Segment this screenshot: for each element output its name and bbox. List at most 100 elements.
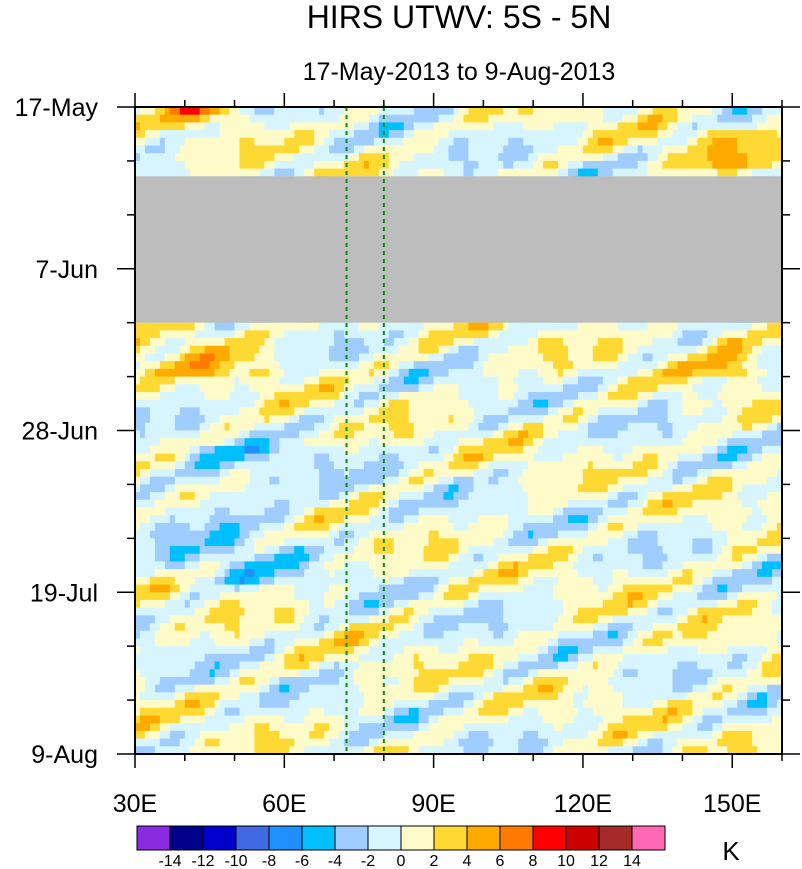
field-cell: [443, 168, 450, 177]
field-cell: [503, 345, 509, 355]
field-cell: [324, 122, 330, 131]
field-cell: [563, 130, 569, 139]
field-cell: [767, 137, 773, 147]
field-cell: [353, 391, 360, 401]
field-cell: [602, 368, 609, 378]
field-cell: [538, 130, 544, 139]
field-cell: [135, 399, 141, 408]
field-cell: [224, 137, 231, 147]
field-cell: [632, 137, 639, 147]
field-cell: [179, 361, 186, 370]
field-cell: [229, 376, 236, 385]
field-cell: [632, 114, 639, 123]
field-cell: [324, 107, 330, 116]
field-cell: [204, 376, 211, 385]
field-cell: [184, 122, 191, 131]
field-cell: [617, 137, 624, 147]
field-cell: [334, 153, 340, 162]
field-cell: [408, 122, 415, 131]
field-cell: [483, 391, 489, 401]
field-cell: [174, 338, 181, 347]
field-cell: [373, 384, 380, 393]
field-cell: [523, 145, 529, 154]
field-cell: [642, 376, 649, 385]
field-cell: [503, 391, 509, 401]
field-cell: [727, 168, 733, 177]
field-cell: [453, 122, 460, 131]
field-cell: [149, 130, 156, 139]
field-cell: [727, 330, 733, 339]
field-cell: [587, 137, 594, 147]
field-cell: [558, 160, 564, 170]
field-cell: [448, 330, 455, 339]
field-cell: [224, 368, 231, 378]
field-cell: [149, 391, 156, 401]
field-cell: [637, 137, 644, 147]
field-cell: [717, 345, 723, 355]
field-cell: [443, 376, 450, 385]
field-cell: [453, 114, 460, 123]
field-cell: [274, 384, 280, 393]
field-cell: [299, 338, 305, 347]
field-cell: [692, 391, 698, 401]
field-cell: [314, 399, 320, 408]
field-cell: [513, 361, 519, 370]
field-cell: [453, 160, 460, 170]
field-cell: [189, 376, 196, 385]
field-cell: [508, 153, 514, 162]
field-cell: [383, 322, 390, 331]
field-cell: [513, 391, 519, 401]
field-cell: [553, 384, 559, 393]
field-cell: [184, 322, 191, 331]
field-cell: [737, 153, 743, 162]
field-cell: [234, 137, 241, 147]
field-cell: [199, 160, 206, 170]
field-cell: [204, 384, 211, 393]
field-cell: [289, 376, 295, 385]
field-cell: [587, 130, 594, 139]
field-cell: [712, 130, 718, 139]
field-cell: [468, 114, 475, 123]
field-cell: [383, 122, 390, 131]
field-cell: [582, 107, 589, 116]
field-cell: [528, 361, 534, 370]
field-cell: [543, 107, 549, 116]
field-cell: [592, 338, 599, 347]
field-cell: [687, 160, 694, 170]
field-cell: [528, 353, 534, 362]
field-cell: [483, 137, 489, 147]
field-cell: [543, 130, 549, 139]
field-cell: [483, 107, 489, 116]
field-cell: [493, 322, 499, 331]
field-cell: [239, 391, 246, 401]
field-cell: [249, 145, 256, 154]
field-cell: [702, 114, 708, 123]
field-cell: [567, 368, 574, 378]
field-cell: [468, 168, 475, 177]
field-cell: [264, 168, 270, 177]
field-cell: [403, 322, 410, 331]
field-cell: [682, 122, 689, 131]
field-cell: [309, 391, 315, 401]
field-cell: [274, 145, 280, 154]
field-cell: [687, 114, 694, 123]
field-cell: [513, 376, 519, 385]
field-cell: [483, 361, 489, 370]
field-cell: [513, 107, 519, 116]
field-cell: [558, 345, 564, 355]
field-cell: [189, 384, 196, 393]
field-cell: [747, 160, 753, 170]
field-cell: [657, 376, 664, 385]
field-cell: [692, 114, 698, 123]
field-cell: [274, 338, 280, 347]
field-cell: [667, 107, 674, 116]
field-cell: [358, 361, 365, 370]
field-cell: [279, 160, 285, 170]
field-cell: [144, 384, 151, 393]
field-cell: [284, 153, 290, 162]
field-cell: [667, 114, 674, 123]
field-cell: [702, 330, 708, 339]
field-cell: [503, 330, 509, 339]
field-cell: [249, 122, 256, 131]
field-cell: [319, 391, 325, 401]
